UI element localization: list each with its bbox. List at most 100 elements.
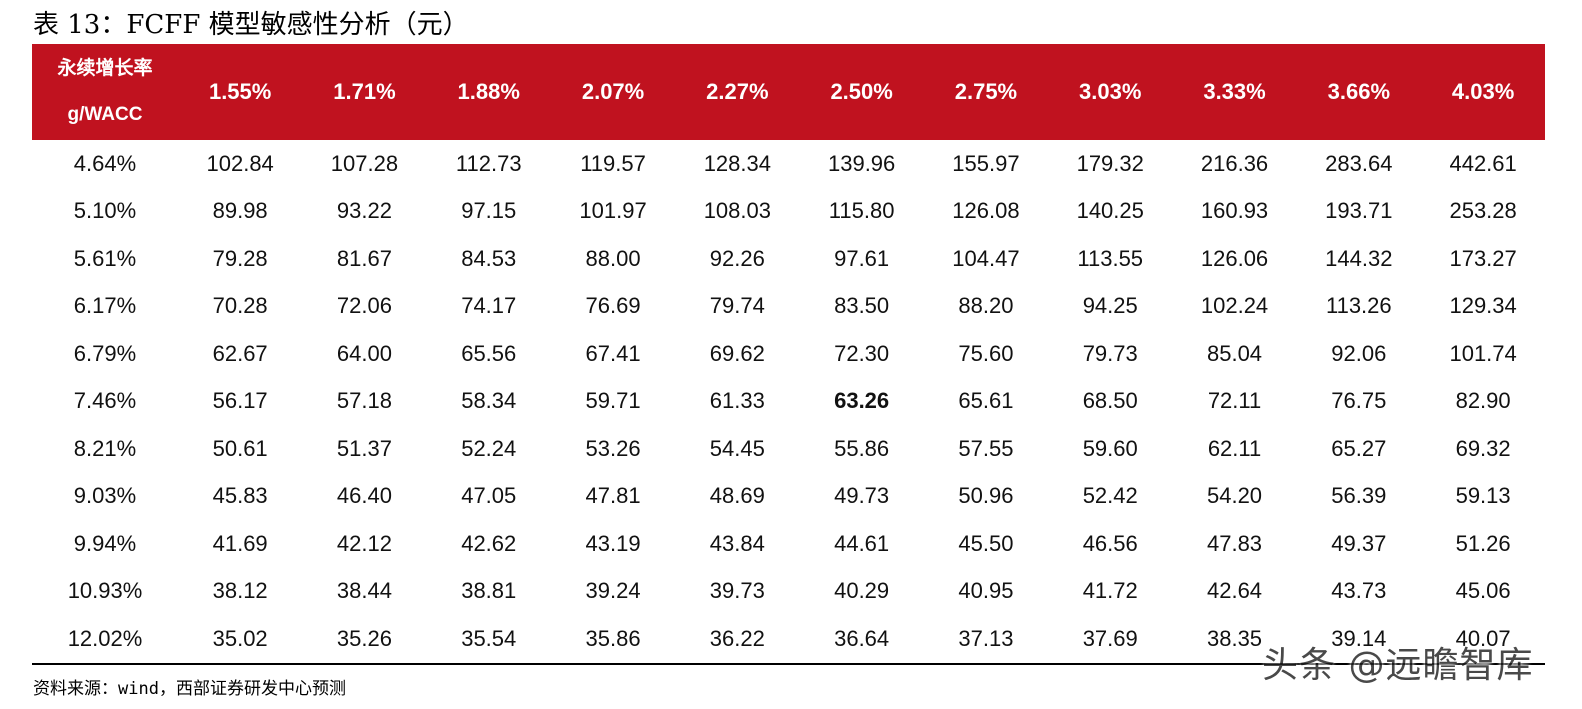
table-cell: 160.93 (1200, 198, 1269, 224)
table-cell: 54.20 (1206, 483, 1263, 509)
table-cell: 54.45 (709, 435, 765, 461)
table-cell: 61.33 (709, 388, 765, 414)
table-cell: 47.83 (1206, 530, 1263, 556)
column-header: 2.75% (923, 44, 1049, 140)
column-header: 1.71% (302, 44, 427, 140)
table-cell: 67.41 (585, 340, 641, 366)
table-cell: 94.25 (1082, 293, 1138, 319)
table-row: 6.17% 70.28 72.06 74.17 76.69 79.74 83.50 88.20… (32, 283, 1545, 331)
table-cell: 70.28 (212, 293, 268, 319)
table-row: 7.46% 56.17 57.18 58.34 59.71 61.33 63.26 65.61… (32, 378, 1545, 426)
table-cell: 40.07 (1420, 615, 1546, 665)
table-cell: 102.24 (1200, 293, 1269, 319)
table-cell: 68.50 (1082, 388, 1138, 414)
table-cell: 42.64 (1206, 578, 1263, 604)
table-cell: 52.24 (461, 435, 517, 461)
corner-header: 永续增长率 g/WACC (32, 44, 178, 140)
table-cell: 37.13 (923, 615, 1049, 665)
table-cell: 442.61 (1449, 150, 1517, 176)
table-row: 8.21% 50.61 51.37 52.24 53.26 54.45 55.86 57.55… (32, 425, 1545, 473)
table-cell: 35.26 (302, 615, 427, 665)
corner-line2: g/WACC (67, 104, 143, 125)
table-cell: 101.74 (1449, 340, 1517, 366)
table-cell: 46.40 (336, 483, 392, 509)
table-cell: 53.26 (585, 435, 641, 461)
table-cell: 126.08 (952, 198, 1020, 224)
row-label: 5.61% (73, 245, 137, 271)
table-cell: 119.57 (580, 150, 646, 176)
table-cell: 76.69 (585, 293, 641, 319)
table-cell: 40.95 (958, 578, 1014, 604)
table-cell: 65.61 (958, 388, 1014, 414)
table-cell: 55.86 (834, 435, 890, 461)
row-label: 12.02% (32, 615, 178, 665)
table-cell: 37.69 (1048, 615, 1173, 665)
table-cell: 39.14 (1296, 615, 1421, 665)
table-cell: 88.20 (958, 293, 1014, 319)
table-cell: 41.69 (212, 530, 268, 556)
table-cell: 39.73 (709, 578, 765, 604)
table-cell: 46.56 (1082, 530, 1138, 556)
table-cell: 107.28 (330, 150, 399, 176)
table-cell: 193.71 (1325, 198, 1393, 224)
table-cell: 128.34 (703, 150, 771, 176)
table-cell: 59.13 (1455, 483, 1511, 509)
row-label: 8.21% (73, 435, 137, 461)
table-cell: 72.30 (834, 340, 890, 366)
row-label: 5.10% (73, 198, 137, 224)
table-cell: 179.32 (1076, 150, 1144, 176)
row-label: 6.79% (73, 340, 137, 366)
table-cell: 85.04 (1206, 340, 1263, 366)
table-cell: 39.24 (585, 578, 641, 604)
table-cell: 108.03 (703, 198, 771, 224)
table-cell: 63.26 (834, 388, 890, 414)
table-cell: 65.56 (461, 340, 517, 366)
table-row: 5.61% 79.28 81.67 84.53 88.00 92.26 97.61 104.4… (32, 235, 1545, 283)
table-cell: 42.12 (336, 530, 392, 556)
table-cell: 35.02 (178, 615, 303, 665)
table-cell: 43.84 (709, 530, 765, 556)
table-cell: 155.97 (952, 150, 1020, 176)
table-cell: 64.00 (336, 340, 392, 366)
table-cell: 74.17 (461, 293, 517, 319)
table-cell: 38.44 (336, 578, 392, 604)
table-row: 9.94% 41.69 42.12 42.62 43.19 43.84 44.61 45.50… (32, 520, 1545, 568)
column-header: 2.27% (675, 44, 800, 140)
table-cell: 41.72 (1082, 578, 1138, 604)
table-row: 5.10% 89.98 93.22 97.15 101.97 108.03 115.80 12… (32, 188, 1545, 236)
table-cell: 79.73 (1082, 340, 1138, 366)
column-header: 1.88% (426, 44, 551, 140)
table-cell: 56.39 (1331, 483, 1387, 509)
row-label: 6.17% (73, 293, 137, 319)
table-cell: 92.26 (709, 245, 765, 271)
table-cell: 84.53 (461, 245, 517, 271)
table-cell: 35.54 (426, 615, 551, 665)
table-cell: 36.22 (675, 615, 800, 665)
sensitivity-table: 永续增长率 g/WACC 1.55% 1.71% 1.88% 2.07% 2.2… (32, 44, 1546, 665)
row-label: 9.03% (73, 483, 137, 509)
table-cell: 115.80 (828, 198, 895, 224)
table-cell: 72.11 (1207, 388, 1262, 414)
table-cell: 59.60 (1082, 435, 1138, 461)
table-cell: 43.19 (585, 530, 641, 556)
table-cell: 48.69 (709, 483, 765, 509)
table-cell: 51.26 (1455, 530, 1511, 556)
row-label: 7.46% (73, 388, 137, 414)
table-cell: 283.64 (1325, 150, 1393, 176)
watermark: 头条 @远瞻智库 (1262, 645, 1534, 686)
table-cell: 97.15 (461, 198, 517, 224)
table-row: 9.03% 45.83 46.40 47.05 47.81 48.69 49.73 50.96… (32, 473, 1545, 521)
table-cell: 57.18 (336, 388, 392, 414)
table-cell: 65.27 (1331, 435, 1387, 461)
table-row: 6.79% 62.67 64.00 65.56 67.41 69.62 72.30 75.60… (32, 330, 1545, 378)
table-cell: 58.34 (461, 388, 517, 414)
table-cell: 59.71 (585, 388, 641, 414)
row-label: 10.93% (67, 578, 143, 604)
table-cell: 40.29 (834, 578, 890, 604)
table-cell: 57.55 (958, 435, 1014, 461)
table-cell: 62.67 (212, 340, 268, 366)
row-label: 9.94% (73, 530, 137, 556)
table-cell: 51.37 (336, 435, 392, 461)
table-cell: 38.35 (1172, 615, 1297, 665)
table-cell: 56.17 (212, 388, 268, 414)
